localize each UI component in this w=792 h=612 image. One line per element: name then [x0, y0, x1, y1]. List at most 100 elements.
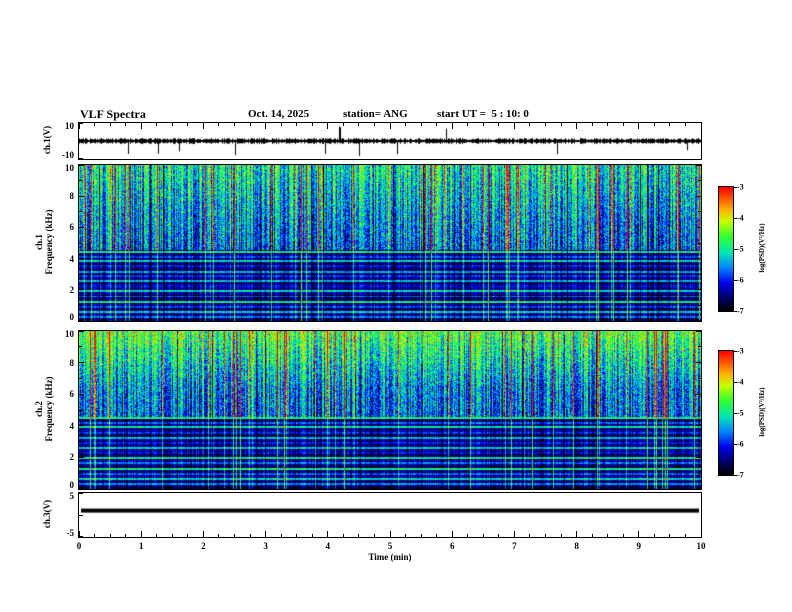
y-tick [79, 393, 84, 395]
colorbar-ch1-canvas [719, 187, 733, 311]
y-tick [696, 362, 701, 364]
x-tick [187, 534, 189, 537]
x-tick [296, 123, 298, 126]
x-tick [420, 534, 422, 537]
ch1-waveform-canvas [79, 123, 701, 159]
y-tick [698, 441, 701, 443]
x-tick [545, 534, 546, 537]
x-tick [358, 534, 360, 537]
x-tick [607, 123, 609, 126]
station-label: station= ANG [343, 108, 408, 120]
y-tick [79, 331, 84, 332]
colorbar-tick-label: -3 [737, 346, 744, 356]
colorbar-tick [734, 474, 737, 476]
y-tick [696, 320, 701, 321]
y-tick [79, 536, 83, 537]
x-tick [280, 123, 282, 126]
y-tick [79, 488, 84, 489]
x-tick-label: 7 [512, 541, 517, 551]
y-tick [79, 377, 82, 379]
x-tick [94, 123, 96, 126]
ch1-frequency-axis-label: ch.1 Frequency (kHz) [34, 209, 54, 274]
x-tick [669, 123, 671, 126]
colorbar-ch2-canvas [719, 351, 733, 475]
y-tick-label: -10 [62, 150, 74, 160]
y-tick [696, 165, 701, 166]
x-tick [684, 534, 686, 537]
x-tick [529, 123, 531, 126]
x-tick [545, 123, 546, 126]
x-tick [638, 531, 640, 537]
x-tick [140, 531, 142, 537]
y-tick [698, 211, 701, 213]
x-axis-label: Time (min) [368, 552, 412, 562]
colorbar-tick-label: -5 [737, 244, 744, 254]
x-tick [311, 123, 313, 126]
y-tick [698, 346, 701, 348]
x-tick [498, 534, 500, 537]
y-tick [696, 289, 701, 291]
y-tick [79, 409, 82, 411]
x-tick [373, 534, 375, 537]
x-tick [389, 123, 391, 129]
colorbar-tick [734, 381, 737, 383]
y-tick [79, 304, 82, 306]
colorbar-tick [734, 279, 737, 281]
x-tick [109, 123, 111, 126]
y-tick [696, 393, 701, 395]
colorbar-tick-label: -3 [737, 182, 744, 192]
colorbar-ch2-label: log(PSD)(V²/Hz) [758, 387, 766, 437]
colorbar-ch2 [718, 350, 734, 476]
x-tick [389, 531, 391, 537]
y-tick-label: 10 [65, 121, 74, 131]
x-tick [140, 123, 142, 129]
x-tick [498, 123, 500, 126]
colorbar-tick [734, 248, 737, 250]
x-tick [591, 123, 593, 126]
x-tick-label: 3 [263, 541, 268, 551]
y-tick [79, 456, 84, 458]
x-tick-label: 0 [76, 541, 82, 551]
x-tick-label: 9 [636, 541, 642, 551]
y-tick [79, 273, 82, 275]
ch1-frequency-axis-label-line2: Frequency (kHz) [44, 209, 54, 275]
x-tick-label: 8 [574, 541, 579, 551]
colorbar-tick-label: -7 [737, 306, 744, 316]
x-tick [669, 534, 671, 537]
x-tick [125, 534, 127, 537]
y-tick [79, 472, 82, 474]
x-tick [265, 123, 267, 129]
x-tick [653, 123, 655, 126]
x-tick [513, 123, 515, 129]
y-tick [696, 195, 701, 197]
colorbar-tick [734, 186, 737, 188]
y-tick [79, 514, 83, 516]
x-tick [700, 531, 702, 537]
x-tick [109, 534, 111, 537]
ch2-spectrogram-canvas [79, 331, 701, 489]
x-tick [467, 123, 469, 126]
y-tick [79, 425, 84, 427]
x-tick [513, 531, 515, 537]
ch2-frequency-axis-label-line1: ch.2 [34, 401, 44, 417]
y-tick [698, 409, 701, 411]
y-tick-label: -5 [66, 528, 75, 538]
y-tick [79, 226, 84, 228]
ch2-spectrogram-panel [78, 330, 702, 490]
colorbar-tick-label: -5 [737, 408, 744, 418]
figure-title: VLF Spectra [80, 107, 146, 121]
x-tick [156, 123, 158, 126]
y-tick [79, 320, 84, 321]
x-tick [436, 123, 438, 126]
ch1-spectrogram-canvas [79, 165, 701, 321]
ch1-waveform-panel [78, 122, 702, 160]
x-tick [560, 534, 562, 537]
y-tick [79, 362, 84, 364]
x-tick [622, 534, 624, 537]
x-tick [265, 531, 267, 537]
ch2-frequency-axis-label-line2: Frequency (kHz) [44, 376, 54, 442]
x-tick [249, 534, 251, 537]
y-tick-label: 2 [69, 452, 75, 463]
y-tick-label: 6 [69, 222, 75, 233]
colorbar-tick [734, 217, 737, 219]
